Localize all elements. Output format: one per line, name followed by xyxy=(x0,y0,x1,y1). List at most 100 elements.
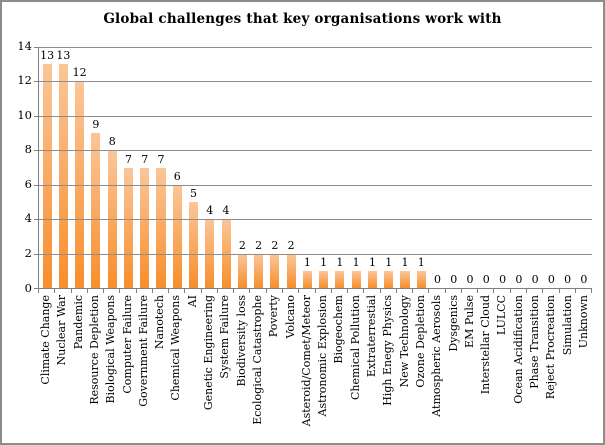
bar xyxy=(416,270,426,288)
x-axis-label: AI xyxy=(185,295,199,308)
x-axis-label-slot: Dysgenics xyxy=(445,295,461,443)
x-axis-label-slot: Phase Transition xyxy=(527,295,543,443)
bar-value-label: 1 xyxy=(385,255,393,269)
bar-slot: 2 xyxy=(234,47,250,288)
x-axis-tick xyxy=(462,289,479,293)
bar-value-label: 4 xyxy=(206,204,214,218)
bar-value-label: 2 xyxy=(255,238,263,252)
bar-value-label: 5 xyxy=(190,186,198,200)
bar-value-label: 0 xyxy=(531,273,539,286)
bar xyxy=(302,270,312,288)
y-axis-tick xyxy=(34,47,39,48)
bar xyxy=(107,150,117,288)
y-axis-tick xyxy=(34,219,39,221)
bar xyxy=(367,270,377,288)
x-axis-label-slot: LULCC xyxy=(494,295,510,443)
bar-slot: 7 xyxy=(120,47,136,288)
x-axis-label-slot: Biogeochem xyxy=(331,295,347,443)
x-axis-label: Ecological Catastrophe xyxy=(250,295,264,425)
bar-slot: 5 xyxy=(185,47,201,288)
bar xyxy=(156,167,166,288)
bar xyxy=(351,270,361,288)
bar-slot: 0 xyxy=(494,47,510,288)
bar xyxy=(42,64,52,288)
x-axis-tick xyxy=(299,289,316,293)
bar-slot: 4 xyxy=(218,47,234,288)
bar-value-label: 1 xyxy=(417,255,425,269)
y-axis-tick-label: 10 xyxy=(17,107,32,122)
gridline xyxy=(39,150,592,152)
x-axis-label: Dysgenics xyxy=(446,295,460,352)
bar-value-label: 13 xyxy=(56,49,71,63)
x-axis-tick xyxy=(185,289,202,293)
bar-value-label: 2 xyxy=(238,238,246,252)
bar-value-label: 8 xyxy=(108,135,116,149)
bar-slot: 2 xyxy=(250,47,266,288)
bar xyxy=(237,253,247,288)
x-axis-label: Reject Procreation xyxy=(544,295,558,400)
x-axis-label-slot: New Technology xyxy=(397,295,413,443)
bar-slot: 1 xyxy=(316,47,332,288)
bar xyxy=(188,201,199,288)
bar-slot: 1 xyxy=(397,47,413,288)
x-axis-label-slot: Nuclear War xyxy=(54,295,70,443)
bar-slot: 6 xyxy=(169,47,185,288)
x-axis-tick xyxy=(250,289,267,293)
bar-slot: 4 xyxy=(202,47,218,288)
bar xyxy=(335,270,345,288)
bars: 13 13 12 9 8 7 7 7 6 5 4 4 2 2 2 2 1 1 1 1 1 1 1 1 0 0 0 0 0 0 0 0 0 0 xyxy=(39,47,592,288)
x-axis-label: Computer Failure xyxy=(120,295,134,394)
x-axis-tick xyxy=(218,289,235,293)
bar-slot: 2 xyxy=(267,47,283,288)
bar-slot: 0 xyxy=(543,47,559,288)
x-axis-label-slot: Computer Failure xyxy=(119,295,135,443)
bar xyxy=(270,253,280,288)
gridline xyxy=(39,115,592,117)
x-axis-tick xyxy=(543,289,560,293)
bar-value-label: 0 xyxy=(482,273,490,286)
x-axis-label-slot: Asteroid/Comet/Meteor xyxy=(299,295,315,443)
x-axis-label: High Enegy Physics xyxy=(381,295,395,406)
x-axis-label-slot: Unknown xyxy=(576,295,592,443)
bar-slot: 9 xyxy=(88,47,104,288)
bar-slot: 0 xyxy=(446,47,462,288)
x-axis-tick xyxy=(88,289,105,293)
x-axis-label-slot: Extraterrestial xyxy=(364,295,380,443)
x-axis-label-slot: Ozone Depletion xyxy=(413,295,429,443)
bar xyxy=(172,184,182,288)
bar xyxy=(123,167,133,288)
x-axis-ticks xyxy=(38,289,593,293)
x-axis-tick xyxy=(527,289,544,293)
x-axis-label: Phase Transition xyxy=(528,295,541,389)
x-axis-label-slot: Genetic Engineering xyxy=(201,295,217,443)
x-axis-label-slot: Biodiversity loss xyxy=(234,295,250,443)
x-axis-tick xyxy=(267,289,283,293)
x-axis-label: LULCC xyxy=(495,295,509,336)
bar-value-label: 0 xyxy=(450,273,458,286)
bar-slot: 0 xyxy=(560,47,576,288)
x-axis-label-slot: High Enegy Physics xyxy=(380,295,396,443)
x-axis-label-slot: Chemical Weapons xyxy=(168,295,184,443)
x-axis-tick xyxy=(55,289,72,293)
bar-slot: 13 xyxy=(55,47,71,288)
x-axis-label: Chemical Weapons xyxy=(169,295,183,401)
x-axis-label: Chemical Pollution xyxy=(348,295,362,401)
bar xyxy=(91,133,101,288)
bar-value-label: 1 xyxy=(320,255,328,269)
y-axis-tick-label: 4 xyxy=(24,211,32,226)
x-axis-label-slot: System Failure xyxy=(217,295,233,443)
x-axis-label: Simulation xyxy=(560,295,574,356)
y-axis-tick xyxy=(34,81,39,83)
x-axis-label-slot: EM Pulse xyxy=(462,295,478,443)
bar-value-label: 2 xyxy=(271,238,279,252)
x-axis-tick xyxy=(283,289,300,293)
x-axis-label: Poverty xyxy=(267,295,281,338)
gridline xyxy=(39,47,592,48)
x-axis-tick xyxy=(39,289,56,293)
bar-value-label: 0 xyxy=(434,273,441,286)
x-axis-label: System Failure xyxy=(218,295,232,379)
bar-value-label: 9 xyxy=(92,118,100,132)
x-axis-label: Biogeochem xyxy=(332,295,346,364)
x-axis-label-slot: Simulation xyxy=(560,295,576,443)
bar-value-label: 12 xyxy=(72,66,87,80)
